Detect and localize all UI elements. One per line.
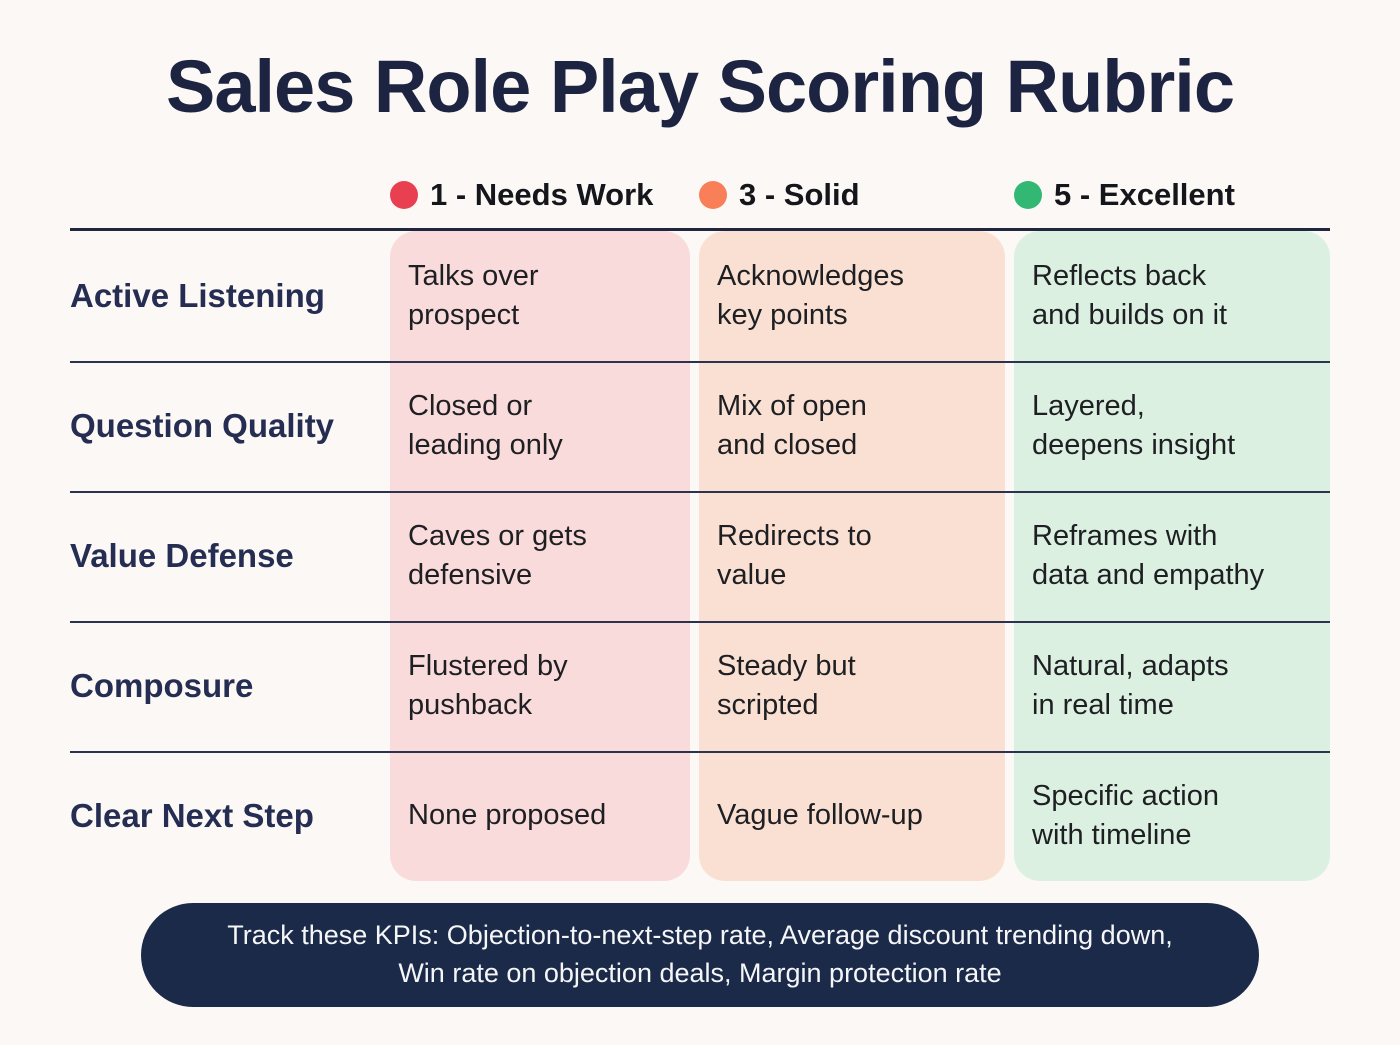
rubric-cell-needs-work: Closed or leading only: [390, 361, 690, 491]
table-row-question-quality: Question Quality Closed or leading only …: [70, 361, 1330, 491]
criterion-label: Composure: [70, 667, 254, 704]
legend-item-needs-work: 1 - Needs Work: [390, 177, 690, 213]
legend-item-solid: 3 - Solid: [699, 177, 1005, 213]
rubric-cell-solid: Steady but scripted: [699, 621, 1005, 751]
table-row-composure: Composure Flustered by pushback Steady b…: [70, 621, 1330, 751]
rubric-cell-needs-work: Talks over prospect: [390, 231, 690, 361]
rubric-cell-needs-work: Caves or gets defensive: [390, 491, 690, 621]
rubric-cell-solid: Acknowledges key points: [699, 231, 1005, 361]
rubric-cell-excellent: Natural, adapts in real time: [1014, 621, 1330, 751]
rubric-cell-needs-work: None proposed: [390, 751, 690, 881]
rubric-cell-needs-work: Flustered by pushback: [390, 621, 690, 751]
rubric-cell-solid: Mix of open and closed: [699, 361, 1005, 491]
table-row-value-defense: Value Defense Caves or gets defensive Re…: [70, 491, 1330, 621]
row-divider: [70, 491, 1330, 493]
rubric-cell-solid: Vague follow-up: [699, 751, 1005, 881]
rubric-cell-excellent: Reflects back and builds on it: [1014, 231, 1330, 361]
header-divider: [70, 228, 1330, 231]
rubric-cell-solid: Redirects to value: [699, 491, 1005, 621]
kpi-note-line2: Win rate on objection deals, Margin prot…: [398, 958, 1002, 988]
criterion-label: Question Quality: [70, 407, 335, 444]
table-row-active-listening: Active Listening Talks over prospect Ack…: [70, 231, 1330, 361]
solid-dot-icon: [699, 181, 727, 209]
rubric-cell-excellent: Layered, deepens insight: [1014, 361, 1330, 491]
criterion-label: Value Defense: [70, 537, 294, 574]
legend-label-solid: 3 - Solid: [739, 177, 860, 212]
legend-label-needs-work: 1 - Needs Work: [430, 177, 654, 212]
score-legend: 1 - Needs Work 3 - Solid 5 - Excellent: [70, 177, 1330, 213]
criterion-label: Clear Next Step: [70, 797, 314, 834]
rubric-cell-excellent: Specific action with timeline: [1014, 751, 1330, 881]
rubric-cell-excellent: Reframes with data and empathy: [1014, 491, 1330, 621]
kpi-note-line1: Track these KPIs: Objection-to-next-step…: [227, 920, 1173, 951]
row-divider: [70, 751, 1330, 753]
criterion-label: Active Listening: [70, 277, 325, 314]
row-divider: [70, 621, 1330, 623]
needs-work-dot-icon: [390, 181, 418, 209]
table-row-clear-next-step: Clear Next Step None proposed Vague foll…: [70, 751, 1330, 881]
kpi-footer-pill: Track these KPIs: Objection-to-next-step…: [141, 903, 1259, 1007]
legend-label-excellent: 5 - Excellent: [1054, 177, 1235, 212]
legend-item-excellent: 5 - Excellent: [1014, 177, 1330, 213]
excellent-dot-icon: [1014, 181, 1042, 209]
page-title: Sales Role Play Scoring Rubric: [165, 45, 1235, 128]
rubric-table: Active Listening Talks over prospect Ack…: [70, 231, 1330, 881]
row-divider: [70, 361, 1330, 363]
